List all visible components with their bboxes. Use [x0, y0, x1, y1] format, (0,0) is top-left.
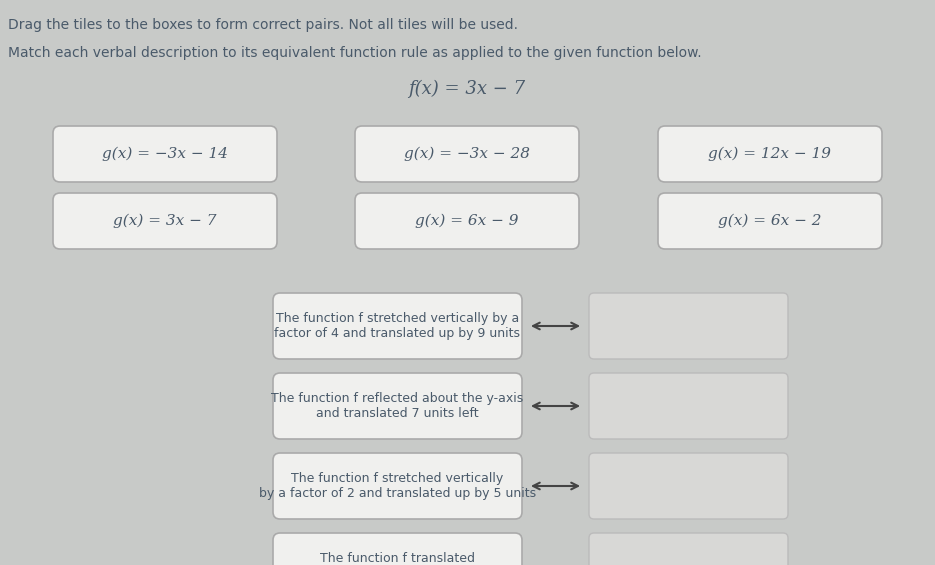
Text: The function f translated
6 units up and 2 units right: The function f translated 6 units up and… — [312, 552, 482, 565]
FancyBboxPatch shape — [589, 373, 788, 439]
Text: g(x) = −3x − 14: g(x) = −3x − 14 — [102, 147, 228, 161]
Text: g(x) = 6x − 9: g(x) = 6x − 9 — [415, 214, 519, 228]
Text: Drag the tiles to the boxes to form correct pairs. Not all tiles will be used.: Drag the tiles to the boxes to form corr… — [8, 18, 518, 32]
FancyBboxPatch shape — [53, 126, 277, 182]
FancyBboxPatch shape — [355, 193, 579, 249]
Text: g(x) = 6x − 2: g(x) = 6x − 2 — [718, 214, 822, 228]
FancyBboxPatch shape — [273, 453, 522, 519]
Text: f(x) = 3x − 7: f(x) = 3x − 7 — [409, 80, 525, 98]
FancyBboxPatch shape — [589, 533, 788, 565]
Text: Match each verbal description to its equivalent function rule as applied to the : Match each verbal description to its equ… — [8, 46, 701, 60]
FancyBboxPatch shape — [273, 373, 522, 439]
FancyBboxPatch shape — [658, 193, 882, 249]
FancyBboxPatch shape — [589, 293, 788, 359]
FancyBboxPatch shape — [273, 533, 522, 565]
Text: g(x) = −3x − 28: g(x) = −3x − 28 — [404, 147, 530, 161]
FancyBboxPatch shape — [273, 293, 522, 359]
Text: The function f reflected about the y-axis
and translated 7 units left: The function f reflected about the y-axi… — [271, 392, 524, 420]
Text: g(x) = 3x − 7: g(x) = 3x − 7 — [113, 214, 217, 228]
Text: g(x) = 12x − 19: g(x) = 12x − 19 — [709, 147, 831, 161]
FancyBboxPatch shape — [658, 126, 882, 182]
FancyBboxPatch shape — [355, 126, 579, 182]
FancyBboxPatch shape — [53, 193, 277, 249]
Text: The function f stretched vertically by a
factor of 4 and translated up by 9 unit: The function f stretched vertically by a… — [275, 312, 521, 340]
FancyBboxPatch shape — [589, 453, 788, 519]
Text: The function f stretched vertically
by a factor of 2 and translated up by 5 unit: The function f stretched vertically by a… — [259, 472, 536, 500]
